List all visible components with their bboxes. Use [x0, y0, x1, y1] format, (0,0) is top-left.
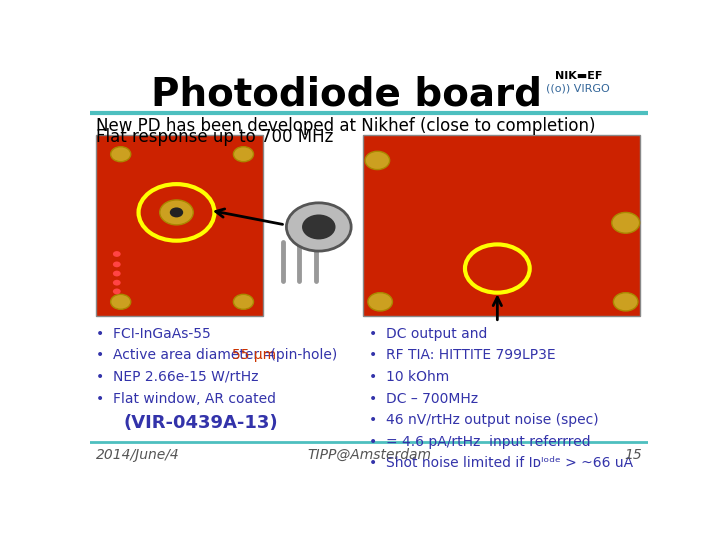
Text: 2014/June/4: 2014/June/4	[96, 448, 179, 462]
Text: TIPP@Amsterdam: TIPP@Amsterdam	[307, 448, 431, 462]
Text: •  46 nV/rtHz output noise (spec): • 46 nV/rtHz output noise (spec)	[369, 413, 598, 427]
Text: (VIR-0439A-13): (VIR-0439A-13)	[124, 414, 278, 432]
Circle shape	[612, 212, 639, 233]
Circle shape	[113, 251, 121, 257]
Text: •  NEP 2.66e-15 W/rtHz: • NEP 2.66e-15 W/rtHz	[96, 370, 258, 384]
Text: •  DC – 700MHz: • DC – 700MHz	[369, 392, 478, 406]
Circle shape	[113, 280, 121, 286]
Text: •  RF TIA: HITTITE 799LP3E: • RF TIA: HITTITE 799LP3E	[369, 348, 556, 362]
Circle shape	[111, 147, 131, 161]
Text: •  Shot noise limited if Iᴅᴵᵒᵈᵉ > ~66 uA: • Shot noise limited if Iᴅᴵᵒᵈᵉ > ~66 uA	[369, 456, 633, 470]
Text: Flat response up to 700 MHz: Flat response up to 700 MHz	[96, 128, 333, 146]
Circle shape	[613, 293, 638, 311]
Text: •  Active area diameter = 55 μm: • Active area diameter = 55 μm	[96, 348, 323, 362]
Text: •  Active area diameter =: • Active area diameter =	[96, 348, 279, 362]
Text: (pin-hole): (pin-hole)	[266, 348, 337, 362]
Text: •  DC output and: • DC output and	[369, 327, 487, 341]
Circle shape	[113, 288, 121, 294]
Text: 55 μm: 55 μm	[233, 348, 276, 362]
Text: ((o)) VIRGO: ((o)) VIRGO	[546, 84, 610, 93]
Circle shape	[111, 294, 131, 309]
Circle shape	[368, 293, 392, 311]
FancyBboxPatch shape	[96, 136, 263, 316]
Circle shape	[302, 214, 336, 239]
FancyBboxPatch shape	[364, 136, 639, 316]
Text: •  10 kOhm: • 10 kOhm	[369, 370, 449, 384]
Circle shape	[170, 207, 183, 218]
Text: 15: 15	[625, 448, 642, 462]
Circle shape	[113, 271, 121, 276]
Text: Photodiode board: Photodiode board	[151, 75, 542, 113]
Text: •  FCI-InGaAs-55: • FCI-InGaAs-55	[96, 327, 210, 341]
Text: NIK▬EF: NIK▬EF	[554, 71, 602, 81]
Circle shape	[287, 203, 351, 251]
Text: New PD has been developed at Nikhef (close to completion): New PD has been developed at Nikhef (clo…	[96, 117, 595, 135]
Circle shape	[365, 151, 390, 170]
Circle shape	[233, 294, 253, 309]
Circle shape	[113, 261, 121, 267]
Text: •  Flat window, AR coated: • Flat window, AR coated	[96, 392, 276, 406]
Circle shape	[233, 147, 253, 161]
Text: •  = 4.6 pA/rtHz  input referrred: • = 4.6 pA/rtHz input referrred	[369, 435, 590, 449]
Circle shape	[160, 200, 193, 225]
